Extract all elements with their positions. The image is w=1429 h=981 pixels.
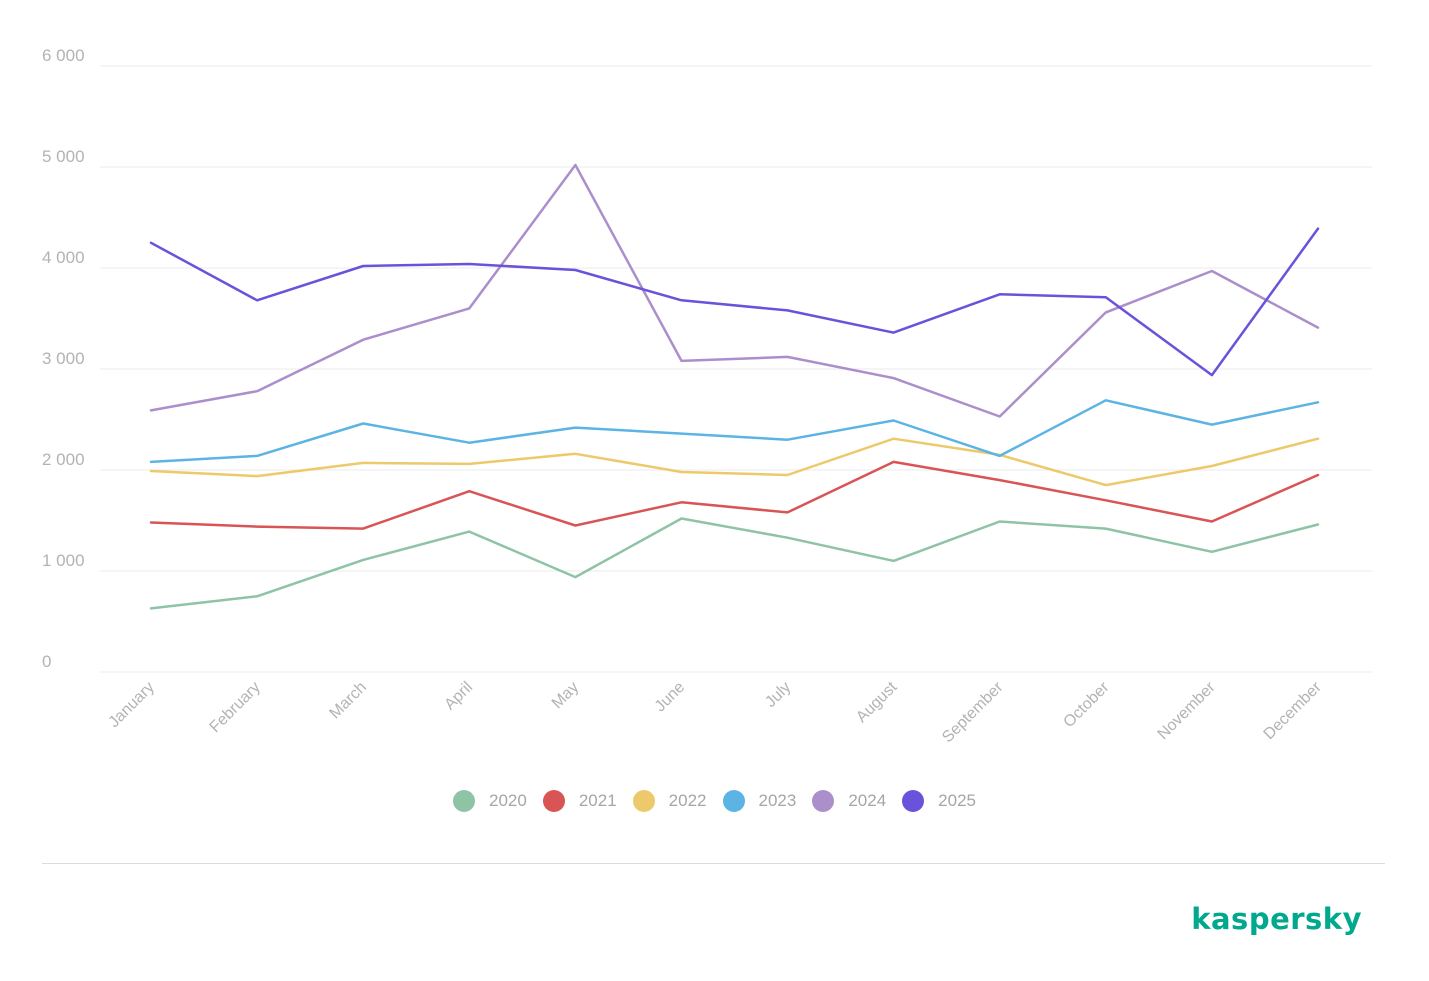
series-line-2025 [149,227,1320,377]
legend-label: 2020 [489,791,527,810]
y-tick-label: 1 000 [42,551,85,570]
y-tick-label: 3 000 [42,349,85,368]
series-line-2022 [149,437,1320,487]
x-tick-label: April [441,679,476,714]
legend-swatch-icon [902,790,925,812]
legend-item-2022[interactable]: 2022 [632,790,707,812]
series-line-2020 [149,517,1320,610]
legend-label: 2023 [758,791,797,810]
y-tick-label: 5 000 [42,147,85,166]
x-tick-label: February [207,679,264,736]
x-tick-label: June [652,679,689,716]
y-tick-label: 6 000 [42,46,85,65]
legend-label: 2021 [578,791,617,810]
legend-item-2021[interactable]: 2021 [542,790,617,812]
x-tick-label: March [327,679,370,722]
y-axis-ticks: 0 1 000 2 000 3 000 4 000 5 000 6 000 [42,46,85,671]
kaspersky-logo: kaspersky [1191,902,1362,936]
legend-item-2020[interactable]: 2020 [453,790,527,812]
x-tick-label: May [549,679,582,712]
legend-label: 2024 [848,791,887,810]
x-tick-label: January [106,679,158,731]
x-tick-label: August [853,678,901,726]
x-axis-ticks: January February March April May June July Augu… [106,678,1326,746]
legend-swatch-icon [542,790,565,812]
y-tick-label: 2 000 [42,450,85,469]
series-line-2024 [149,163,1320,418]
x-tick-label: December [1261,678,1326,743]
y-tick-label: 0 [42,652,51,671]
x-tick-label: September [939,678,1007,746]
legend-label: 2022 [668,791,707,810]
line-chart: 0 1 000 2 000 3 000 4 000 5 000 6 000 January F… [42,46,1372,746]
legend-swatch-icon [722,790,745,812]
x-tick-label: October [1060,678,1113,731]
x-tick-label: November [1155,678,1220,743]
grid [100,65,1372,673]
legend-swatch-icon [453,790,476,812]
legend-item-2024[interactable]: 2024 [812,790,886,812]
legend-swatch-icon [812,790,835,812]
legend-item-2023[interactable]: 2023 [722,790,797,812]
legend-swatch-icon [632,790,655,812]
y-tick-label: 4 000 [42,248,85,267]
series-line-2023 [149,399,1320,464]
legend-item-2025[interactable]: 2025 [902,790,976,812]
x-tick-label: July [762,679,794,711]
series-lines [149,163,1320,610]
legend: 2020 2021 2022 2023 2024 2025 [0,790,1429,812]
series-line-2021 [149,460,1320,530]
legend-label: 2025 [938,791,976,810]
footer-divider [42,863,1385,864]
